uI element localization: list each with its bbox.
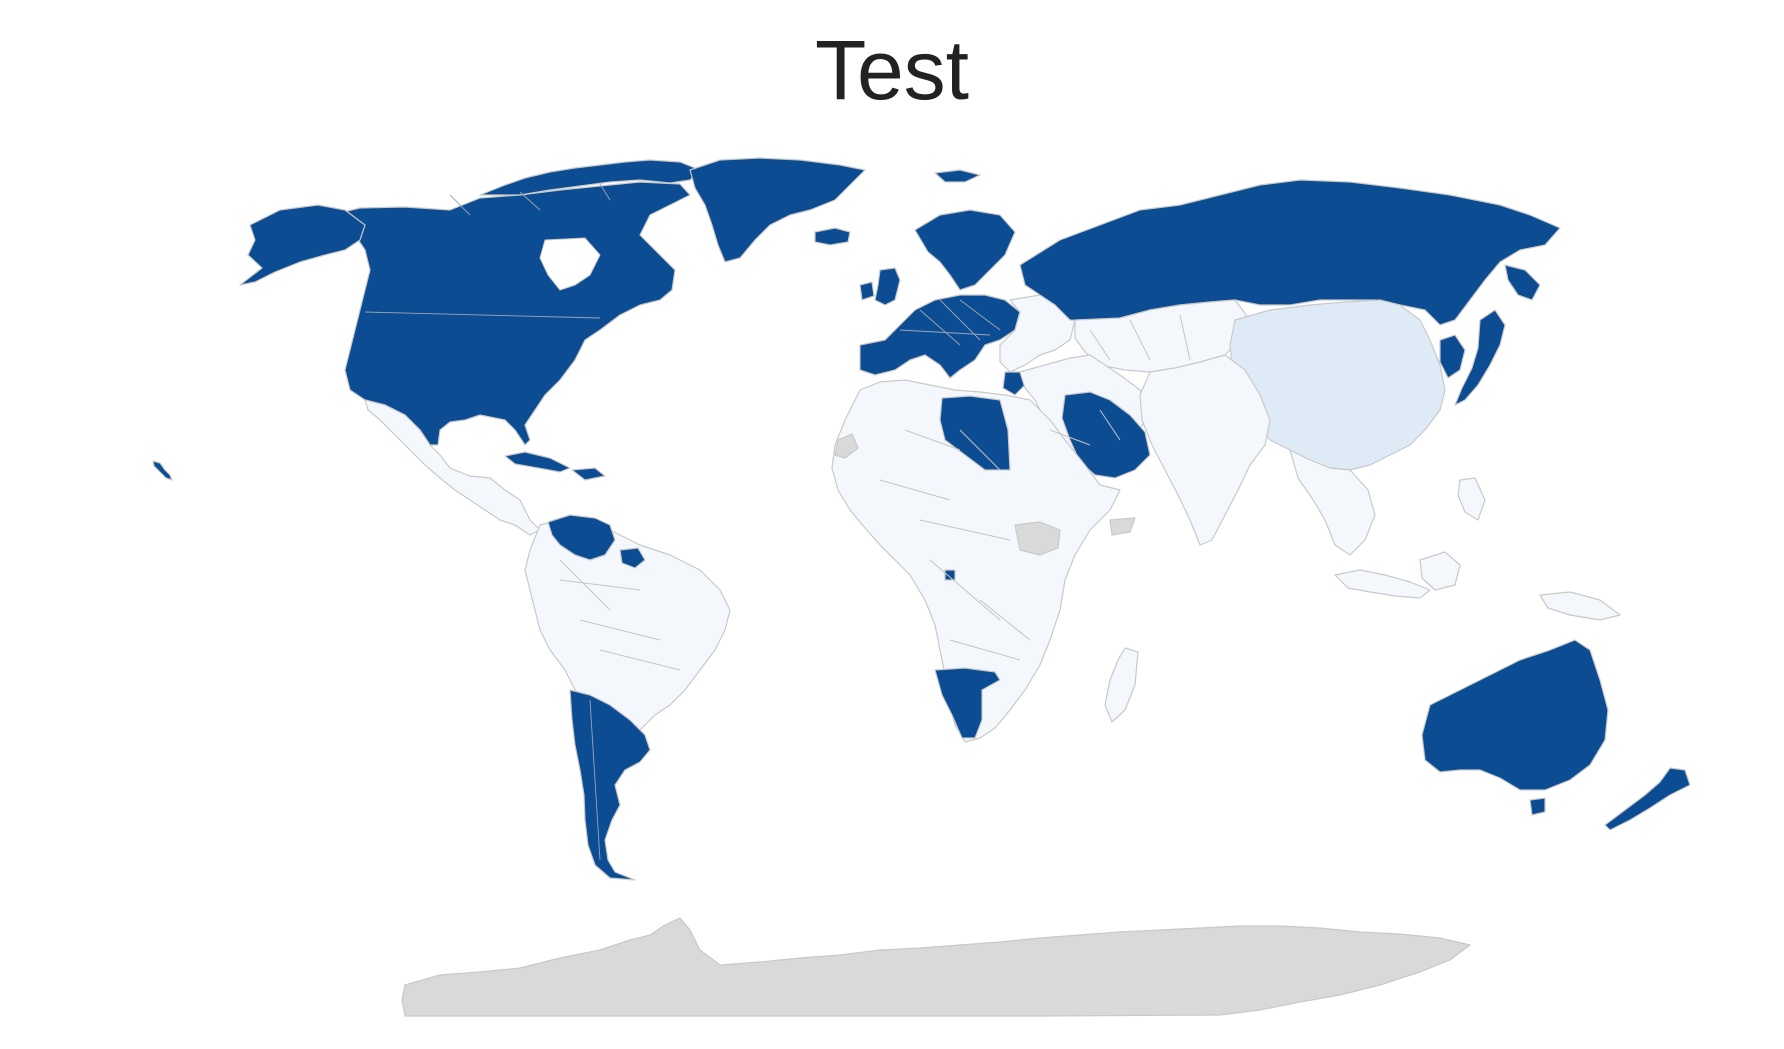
region-hawaii[interactable] <box>152 460 173 481</box>
region-hispaniola[interactable] <box>571 467 606 481</box>
region-somaliland[interactable] <box>1109 517 1136 536</box>
region-mexico-central-america[interactable] <box>364 399 541 536</box>
region-scandinavia[interactable] <box>914 209 1016 291</box>
region-antarctica[interactable] <box>401 917 1471 1017</box>
region-ireland[interactable] <box>859 281 875 301</box>
region-libya[interactable] <box>939 395 1011 471</box>
region-greenland[interactable] <box>689 157 866 263</box>
region-argentina-chile[interactable] <box>569 689 651 881</box>
region-kamchatka[interactable] <box>1504 264 1541 301</box>
region-new-zealand[interactable] <box>1604 767 1691 831</box>
region-namibia[interactable] <box>934 667 1001 739</box>
region-equatorial-guinea[interactable] <box>944 569 956 581</box>
region-arctic-islands[interactable] <box>479 159 701 196</box>
region-south-sudan[interactable] <box>1014 521 1061 556</box>
region-saudi-arabia[interactable] <box>1061 391 1151 479</box>
region-tasmania[interactable] <box>1529 797 1546 816</box>
region-india-south-asia[interactable] <box>1139 354 1271 546</box>
region-russia[interactable] <box>1019 179 1561 326</box>
region-western-sahara[interactable] <box>834 433 859 459</box>
region-papua-new-guinea[interactable] <box>1539 591 1621 621</box>
region-guiana[interactable] <box>619 547 646 569</box>
region-cuba-caribbean[interactable] <box>504 451 571 473</box>
region-korea[interactable] <box>1439 334 1466 379</box>
region-greece[interactable] <box>1002 371 1026 396</box>
region-western-europe[interactable] <box>859 294 1021 379</box>
region-australia[interactable] <box>1421 639 1609 791</box>
region-philippines[interactable] <box>1457 477 1486 521</box>
region-africa[interactable] <box>831 379 1121 743</box>
region-japan[interactable] <box>1454 309 1506 406</box>
region-borneo[interactable] <box>1419 551 1461 591</box>
region-southeast-asia[interactable] <box>1289 449 1376 556</box>
region-north-america[interactable] <box>317 181 691 446</box>
region-madagascar[interactable] <box>1104 647 1139 723</box>
region-indonesia[interactable] <box>1334 569 1431 599</box>
region-alaska[interactable] <box>239 204 366 286</box>
region-iceland[interactable] <box>814 227 851 246</box>
map-title: Test <box>814 23 970 117</box>
region-uk-ireland[interactable] <box>874 267 901 306</box>
region-venezuela[interactable] <box>547 514 616 561</box>
region-svalbard[interactable] <box>934 169 981 183</box>
